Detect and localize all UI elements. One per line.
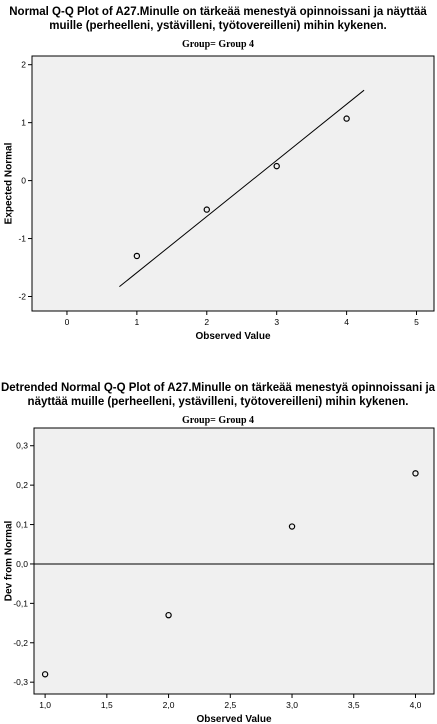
chart1-title-line-1: Normal Q-Q Plot of A27.Minulle on tärkeä… xyxy=(9,6,427,18)
chart1-x-tick-label: 4 xyxy=(344,317,349,327)
chart2-y-axis-label: Dev from Normal xyxy=(4,520,15,601)
chart1-y-axis-label: Expected Normal xyxy=(4,142,15,224)
chart1-x-tick-label: 2 xyxy=(204,317,209,327)
chart1-data-point xyxy=(133,252,141,260)
chart2-x-tick-label: 1,5 xyxy=(101,700,113,710)
chart1-plot-area xyxy=(31,55,435,312)
chart1-data-point xyxy=(203,206,210,213)
chart1-y-tick-label: 2 xyxy=(21,60,26,70)
chart1-y-tick-label: -1 xyxy=(18,234,26,244)
chart1-x-axis-label: Observed Value xyxy=(195,331,270,342)
chart2-data-point xyxy=(41,671,49,678)
chart2-x-tick-label: 3,0 xyxy=(286,700,298,710)
chart1-title-line-2: muille (perheelleni, ystävilleni, työtov… xyxy=(49,20,386,32)
chart2-x-tick-label: 2,5 xyxy=(224,700,236,710)
chart1-data-point xyxy=(273,162,280,170)
chart1-y-tick-label: 1 xyxy=(21,118,26,128)
chart1-x-tick-label: 3 xyxy=(274,317,279,327)
chart2-data-point xyxy=(165,611,172,619)
chart2-title-line-1: Detrended Normal Q-Q Plot of A27.Minulle… xyxy=(1,382,436,394)
chart2-y-tick-label: 0,1 xyxy=(16,520,28,530)
chart2-plot-area xyxy=(33,427,435,695)
chart2-title-line-2: näyttää muille (perheelleni, ystävilleni… xyxy=(28,396,409,408)
chart2-x-tick-label: 3,5 xyxy=(348,700,360,710)
chart1-subtitle: Group= Group 4 xyxy=(182,39,254,50)
chart2-y-tick-label: -0,3 xyxy=(13,677,28,687)
chart2-y-tick-label: 0,0 xyxy=(16,559,28,569)
chart2-x-axis-label: Observed Value xyxy=(196,714,271,724)
chart1-data-point xyxy=(343,115,350,122)
chart2-x-tick-label: 1,0 xyxy=(39,700,51,710)
chart2-subtitle: Group= Group 4 xyxy=(182,415,254,426)
chart1-x-tick-label: 5 xyxy=(414,317,419,327)
chart2-data-point xyxy=(412,470,419,477)
chart2-x-tick-label: 4,0 xyxy=(410,700,422,710)
chart1-y-tick-label: -2 xyxy=(18,292,26,302)
detrended-qq-plot: Detrended Normal Q-Q Plot of A27.Minulle… xyxy=(1,382,436,724)
chart1-y-tick-label: 0 xyxy=(21,176,26,186)
chart1-reference-line xyxy=(119,89,365,288)
chart2-y-tick-label: 0,2 xyxy=(16,480,28,490)
chart2-data-point xyxy=(288,523,296,530)
chart2-y-tick-label: -0,1 xyxy=(13,598,28,608)
chart2-y-tick-label: 0,3 xyxy=(16,441,28,451)
chart1-x-tick-label: 0 xyxy=(65,317,70,327)
normal-qq-plot: Normal Q-Q Plot of A27.Minulle on tärkeä… xyxy=(4,6,435,342)
chart2-y-tick-label: -0,2 xyxy=(13,638,28,648)
chart2-x-tick-label: 2,0 xyxy=(163,700,175,710)
chart1-x-tick-label: 1 xyxy=(135,317,140,327)
